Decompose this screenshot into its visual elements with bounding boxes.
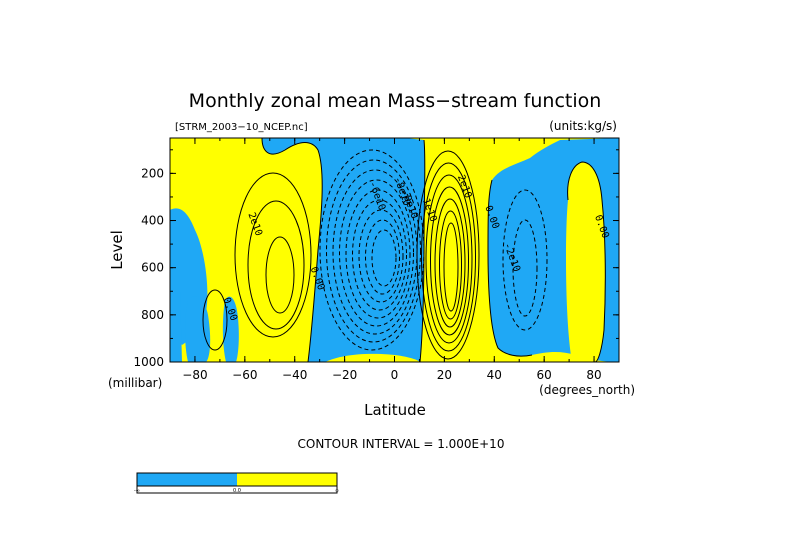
legend-swatch-2 bbox=[237, 473, 337, 486]
x-tick-label--80: −80 bbox=[182, 368, 207, 382]
x-tick-label-0: 0 bbox=[391, 368, 399, 382]
legend-label-3: ∞ bbox=[335, 488, 339, 494]
x-tick-label-20: 20 bbox=[437, 368, 452, 382]
contour-sh-pos-3 bbox=[265, 236, 295, 314]
x-tick-label-40: 40 bbox=[487, 368, 502, 382]
contour-nh-neg-2 bbox=[512, 219, 538, 317]
legend-label-1: -∞ bbox=[134, 488, 140, 494]
units-label: (units:kg/s) bbox=[549, 119, 617, 133]
file-label: [STRM_2003−10_NCEP.nc] bbox=[175, 122, 308, 133]
contour-nh-pos-2 bbox=[421, 162, 476, 352]
contour-nh-pos-7 bbox=[443, 222, 459, 312]
contour-hadley-neg-6 bbox=[352, 199, 407, 311]
x-tick-label--40: −40 bbox=[282, 368, 307, 382]
zero-contour-1 bbox=[261, 138, 323, 362]
y-tick-label-800: 800 bbox=[141, 308, 164, 322]
x-tick-label-60: 60 bbox=[537, 368, 552, 382]
contour-hadley-neg-8 bbox=[365, 219, 400, 295]
contour-hadley-neg-2 bbox=[326, 159, 421, 343]
legend-label-strip bbox=[136, 485, 338, 494]
y-axis-units: (millibar) bbox=[108, 376, 162, 390]
negative-region-2 bbox=[185, 296, 211, 362]
negative-region-6 bbox=[170, 290, 182, 362]
contour-hadley-neg-5 bbox=[345, 189, 411, 319]
x-axis-units: (degrees_north) bbox=[539, 383, 635, 397]
y-tick-label-200: 200 bbox=[141, 166, 164, 180]
contour-hadley-neg-9 bbox=[371, 229, 397, 287]
contour-sh-pos-1 bbox=[234, 172, 312, 338]
contour-hadley-neg-7 bbox=[358, 209, 404, 303]
y-axis-label: Level bbox=[108, 230, 126, 270]
contour-nh-neg-1 bbox=[502, 189, 548, 331]
x-tick-label-80: 80 bbox=[586, 368, 601, 382]
legend-label-2: 0.0 bbox=[233, 488, 241, 494]
contour-sp-pos-1 bbox=[202, 289, 228, 351]
zero-contour-4 bbox=[567, 161, 606, 362]
x-axis-label: Latitude bbox=[364, 401, 426, 419]
positive-polar-cell bbox=[566, 162, 606, 362]
zero-contour-2 bbox=[419, 139, 426, 362]
contour-hadley-neg-4 bbox=[339, 179, 414, 327]
zero-contour-3 bbox=[487, 179, 533, 357]
color-legend: -∞ 0.0 ∞ bbox=[134, 472, 339, 494]
x-tick-label--20: −20 bbox=[332, 368, 357, 382]
legend-swatch-1 bbox=[137, 473, 237, 486]
axis-ticks: −80 −60 −40 −20 0 20 40 60 80 200 400 600 800 1000 bbox=[133, 138, 620, 382]
y-tick-label-400: 400 bbox=[141, 214, 164, 228]
contour-sh-pos-2 bbox=[247, 200, 305, 330]
y-tick-label-600: 600 bbox=[141, 261, 164, 275]
contour-nh-pos-4 bbox=[430, 186, 469, 336]
contour-nh-pos-5 bbox=[434, 198, 466, 328]
positive-surface-strip bbox=[325, 353, 420, 362]
contour-interval-text: CONTOUR INTERVAL = 1.000E+10 bbox=[298, 437, 505, 451]
contour-nh-pos-1 bbox=[416, 150, 480, 360]
chart-title: Monthly zonal mean Mass−stream function bbox=[189, 90, 602, 112]
negative-region-4 bbox=[262, 138, 425, 362]
x-tick-label--60: −60 bbox=[232, 368, 257, 382]
y-tick-label-1000: 1000 bbox=[133, 355, 164, 369]
contour-nh-pos-3 bbox=[425, 174, 473, 344]
contour-nh-pos-6 bbox=[439, 210, 462, 320]
